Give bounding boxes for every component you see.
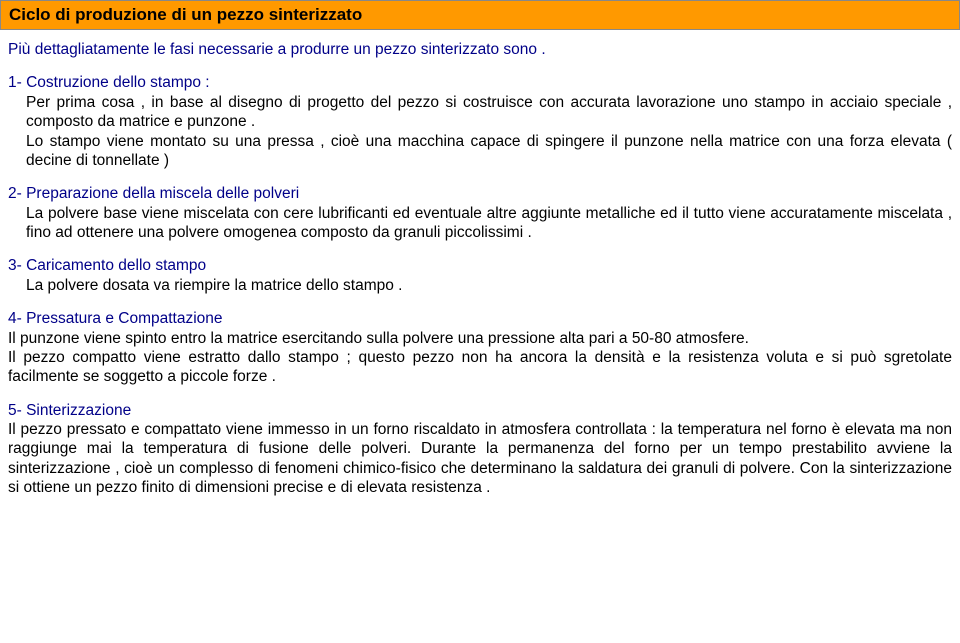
section-3-title: 3- Caricamento dello stampo [8,256,952,275]
section-2-title: 2- Preparazione della miscela delle polv… [8,184,952,203]
section-3-body-1: La polvere dosata va riempire la matrice… [8,276,952,295]
section-5-body-1: Il pezzo pressato e compattato viene imm… [8,420,952,498]
section-1-title: 1- Costruzione dello stampo : [8,73,952,92]
content-area: Più dettagliatamente le fasi necessarie … [0,30,960,498]
section-5-title: 5- Sinterizzazione [8,401,952,420]
section-1-body-1: Per prima cosa , in base al disegno di p… [8,93,952,132]
section-4-body-1: Il punzone viene spinto entro la matrice… [8,329,952,348]
section-1-body-2: Lo stampo viene montato su una pressa , … [8,132,952,171]
section-2-body-1: La polvere base viene miscelata con cere… [8,204,952,243]
page-title: Ciclo di produzione di un pezzo sinteriz… [9,5,951,25]
header-bar: Ciclo di produzione di un pezzo sinteriz… [0,0,960,30]
section-4-body-2: Il pezzo compatto viene estratto dallo s… [8,348,952,387]
section-4-title: 4- Pressatura e Compattazione [8,309,952,328]
intro-text: Più dettagliatamente le fasi necessarie … [8,40,952,59]
